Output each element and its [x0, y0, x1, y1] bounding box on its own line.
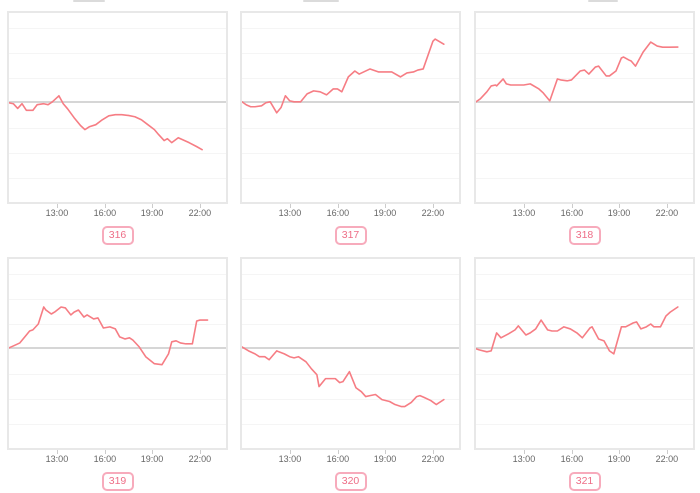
reference-line — [476, 346, 693, 349]
x-tick-label: 13:00 — [512, 208, 536, 218]
x-tick-label: 22:00 — [655, 454, 679, 464]
badge-row: 320 — [240, 471, 461, 491]
x-tick-label: 22:00 — [655, 208, 679, 218]
line-series — [242, 13, 459, 202]
x-tick-label: 16:00 — [93, 208, 117, 218]
tick-mark — [199, 204, 201, 208]
tick-mark — [56, 450, 58, 454]
chart-cell-321: 13:00 16:00 19:00 22:00 321 — [467, 246, 700, 493]
reference-line — [242, 100, 459, 103]
chart-cell-320: 13:00 16:00 19:00 22:00 320 — [233, 246, 467, 493]
tick-mark — [104, 204, 106, 208]
x-tick-label: 13:00 — [278, 454, 302, 464]
tick-mark — [151, 204, 153, 208]
chart-badge[interactable]: 316 — [101, 226, 134, 245]
badge-row: 321 — [474, 471, 695, 491]
chart-cell-319: 13:00 16:00 19:00 22:00 319 — [0, 246, 233, 493]
x-tick-label: 13:00 — [45, 208, 69, 218]
line-series — [476, 13, 693, 202]
clipped-title-fragment — [303, 0, 339, 2]
chart-badge[interactable]: 321 — [568, 472, 601, 491]
x-tick-label: 16:00 — [326, 208, 350, 218]
tick-mark — [666, 450, 668, 454]
chart-cell-317: 13:00 16:00 19:00 22:00 317 — [233, 0, 467, 246]
tick-mark — [289, 450, 291, 454]
tick-mark — [571, 204, 573, 208]
line-series — [9, 13, 226, 202]
tick-mark — [56, 204, 58, 208]
x-tick-label: 16:00 — [560, 208, 584, 218]
x-tick-label: 19:00 — [607, 454, 631, 464]
x-axis: 13:00 16:00 19:00 22:00 — [7, 204, 228, 220]
x-tick-label: 16:00 — [560, 454, 584, 464]
tick-mark — [618, 204, 620, 208]
chart-badge[interactable]: 317 — [334, 226, 367, 245]
chart-plot — [474, 257, 695, 450]
line-series — [242, 259, 459, 448]
badge-row: 316 — [7, 225, 228, 245]
x-tick-label: 19:00 — [607, 208, 631, 218]
reference-line — [9, 346, 226, 349]
tick-mark — [384, 204, 386, 208]
x-tick-label: 13:00 — [45, 454, 69, 464]
tick-mark — [666, 204, 668, 208]
x-axis: 13:00 16:00 19:00 22:00 — [474, 204, 695, 220]
tick-mark — [432, 450, 434, 454]
clipped-title-fragment — [73, 0, 105, 2]
tick-mark — [384, 450, 386, 454]
x-tick-label: 22:00 — [421, 454, 445, 464]
clipped-title-fragment — [588, 0, 618, 2]
reference-line — [9, 100, 226, 103]
x-tick-label: 19:00 — [140, 208, 164, 218]
tick-mark — [432, 204, 434, 208]
tick-mark — [618, 450, 620, 454]
chart-badge[interactable]: 319 — [101, 472, 134, 491]
tick-mark — [523, 450, 525, 454]
chart-plot — [474, 11, 695, 204]
badge-row: 317 — [240, 225, 461, 245]
x-axis: 13:00 16:00 19:00 22:00 — [7, 450, 228, 466]
x-tick-label: 19:00 — [373, 208, 397, 218]
x-axis: 13:00 16:00 19:00 22:00 — [240, 450, 461, 466]
x-tick-label: 22:00 — [421, 208, 445, 218]
reference-line — [242, 346, 459, 349]
chart-cell-316: 13:00 16:00 19:00 22:00 316 — [0, 0, 233, 246]
x-axis: 13:00 16:00 19:00 22:00 — [240, 204, 461, 220]
line-series — [9, 259, 226, 448]
tick-mark — [199, 450, 201, 454]
chart-plot — [240, 257, 461, 450]
badge-row: 318 — [474, 225, 695, 245]
chart-plot — [7, 11, 228, 204]
badge-row: 319 — [7, 471, 228, 491]
tick-mark — [289, 204, 291, 208]
reference-line — [476, 100, 693, 103]
x-tick-label: 19:00 — [373, 454, 397, 464]
line-series — [476, 259, 693, 448]
tick-mark — [104, 450, 106, 454]
tick-mark — [523, 204, 525, 208]
x-tick-label: 22:00 — [188, 454, 212, 464]
chart-badge[interactable]: 320 — [334, 472, 367, 491]
tick-mark — [337, 204, 339, 208]
tick-mark — [151, 450, 153, 454]
tick-mark — [337, 450, 339, 454]
x-tick-label: 16:00 — [326, 454, 350, 464]
x-axis: 13:00 16:00 19:00 22:00 — [474, 450, 695, 466]
x-tick-label: 16:00 — [93, 454, 117, 464]
chart-cell-318: 13:00 16:00 19:00 22:00 318 — [467, 0, 700, 246]
tick-mark — [571, 450, 573, 454]
x-tick-label: 13:00 — [512, 454, 536, 464]
x-tick-label: 22:00 — [188, 208, 212, 218]
chart-plot — [7, 257, 228, 450]
x-tick-label: 19:00 — [140, 454, 164, 464]
chart-badge[interactable]: 318 — [568, 226, 601, 245]
chart-plot — [240, 11, 461, 204]
x-tick-label: 13:00 — [278, 208, 302, 218]
